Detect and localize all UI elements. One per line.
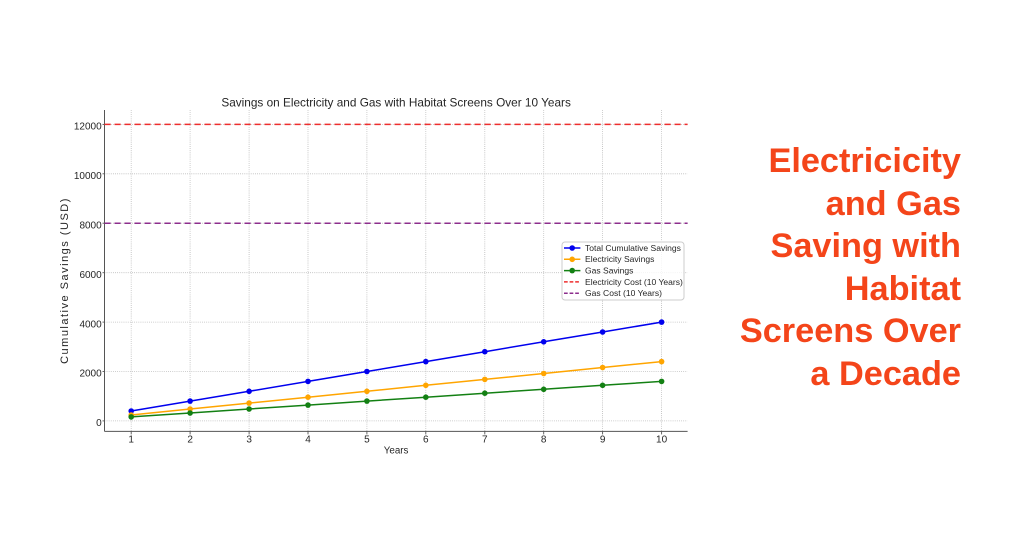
svg-text:4000: 4000 — [79, 319, 102, 330]
svg-text:1: 1 — [128, 435, 134, 446]
svg-text:3: 3 — [246, 435, 252, 446]
svg-text:5: 5 — [364, 435, 370, 446]
svg-text:Cumulative Savings (USD): Cumulative Savings (USD) — [59, 197, 71, 364]
svg-text:0: 0 — [96, 418, 102, 429]
svg-text:Total Cumulative Savings: Total Cumulative Savings — [585, 243, 681, 253]
svg-text:12000: 12000 — [74, 122, 102, 133]
svg-text:10: 10 — [656, 435, 668, 446]
svg-text:Electricity Savings: Electricity Savings — [585, 254, 654, 264]
svg-text:6: 6 — [423, 435, 429, 446]
svg-text:Years: Years — [384, 446, 409, 457]
svg-text:8: 8 — [541, 435, 547, 446]
svg-text:2000: 2000 — [79, 369, 102, 380]
svg-text:6000: 6000 — [79, 270, 102, 281]
svg-text:7: 7 — [482, 435, 488, 446]
svg-text:Electricity Cost (10 Years): Electricity Cost (10 Years) — [585, 277, 683, 287]
svg-text:Savings on Electricity and Gas: Savings on Electricity and Gas with Habi… — [221, 96, 571, 110]
svg-text:4: 4 — [305, 435, 311, 446]
svg-text:8000: 8000 — [79, 220, 102, 231]
svg-text:Gas Cost (10 Years): Gas Cost (10 Years) — [585, 288, 662, 298]
svg-text:10000: 10000 — [74, 171, 102, 182]
svg-text:2: 2 — [187, 435, 193, 446]
svg-text:9: 9 — [600, 435, 606, 446]
svg-text:Gas Savings: Gas Savings — [585, 266, 633, 276]
